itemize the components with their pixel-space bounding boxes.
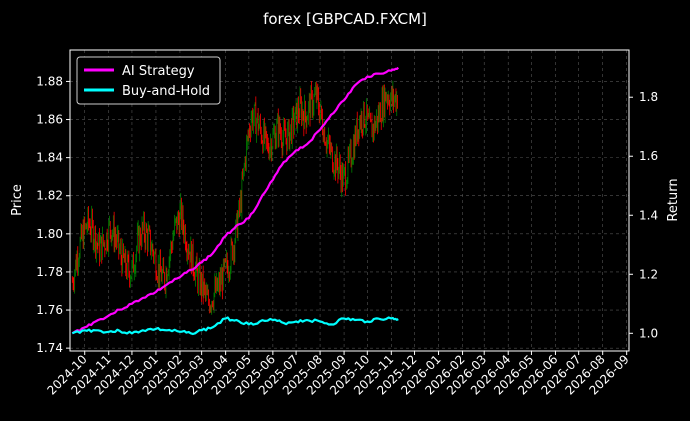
ai-strategy-line <box>71 66 400 335</box>
y-right-tick-label: 1.2 <box>639 267 658 281</box>
y-right-tick-label: 1.0 <box>639 326 658 340</box>
y-right-tick-label: 1.4 <box>639 208 658 222</box>
price-candles <box>71 80 398 315</box>
y-left-tick-label: 1.76 <box>36 303 63 317</box>
y-left-tick-label: 1.84 <box>36 151 63 165</box>
legend: AI Strategy Buy-and-Hold <box>76 56 221 105</box>
y-left-tick-label: 1.80 <box>36 227 63 241</box>
buy-and-hold-line <box>71 316 399 336</box>
legend-label-ai-strategy: AI Strategy <box>122 64 195 79</box>
chart-title: forex [GBPCAD.FXCM] <box>263 10 427 28</box>
y-axis-right: 1.0 1.2 1.4 1.6 1.8 <box>629 90 658 340</box>
y-left-tick-label: 1.82 <box>36 189 63 203</box>
return-lines <box>71 66 400 336</box>
y-left-tick-label: 1.88 <box>36 74 63 88</box>
y-right-tick-label: 1.6 <box>639 149 658 163</box>
y-axis-left: 1.74 1.76 1.78 1.80 1.82 1.84 1.86 1.88 <box>36 74 70 355</box>
y-left-tick-label: 1.86 <box>36 113 63 127</box>
legend-label-buy-and-hold: Buy-and-Hold <box>122 84 210 99</box>
plot-frame <box>69 49 630 352</box>
y-left-tick-label: 1.74 <box>36 341 63 355</box>
y-left-tick-label: 1.78 <box>36 265 63 279</box>
y-right-tick-label: 1.8 <box>639 90 658 104</box>
y-axis-left-label: Price <box>10 184 25 216</box>
y-axis-right-label: Return <box>666 178 681 221</box>
